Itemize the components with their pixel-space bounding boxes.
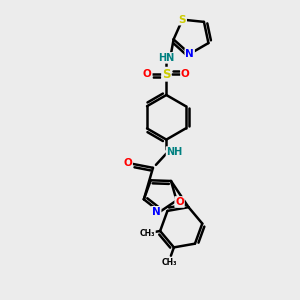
- Text: N: N: [185, 49, 194, 59]
- Text: O: O: [181, 69, 190, 79]
- Text: O: O: [143, 69, 152, 79]
- Text: N: N: [152, 207, 161, 217]
- Text: S: S: [162, 68, 171, 81]
- Text: S: S: [178, 15, 186, 25]
- Text: O: O: [175, 197, 184, 207]
- Text: HN: HN: [158, 53, 175, 63]
- Text: CH₃: CH₃: [162, 258, 177, 267]
- Text: NH: NH: [167, 147, 183, 157]
- Text: O: O: [123, 158, 132, 168]
- Text: CH₃: CH₃: [140, 230, 155, 238]
